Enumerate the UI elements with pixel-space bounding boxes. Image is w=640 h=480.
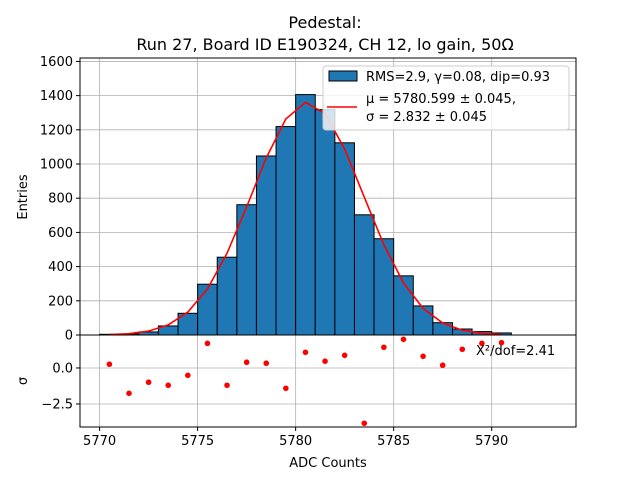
- histogram-bar: [393, 275, 414, 336]
- residual-point: [420, 353, 426, 360]
- x-tick-label: 5780: [279, 434, 312, 449]
- residual-point: [204, 340, 211, 347]
- legend-box: [322, 65, 570, 131]
- x-tick-label: 5770: [83, 434, 116, 449]
- residual-point: [381, 344, 387, 351]
- residual-point: [341, 352, 348, 359]
- chart-title-line2: Run 27, Board ID E190324, CH 12, lo gain…: [136, 35, 513, 54]
- legend-hist-swatch: [328, 70, 358, 82]
- residual-point: [185, 372, 191, 379]
- residual-points: [106, 336, 505, 427]
- y-tick-label: 200: [48, 294, 73, 309]
- histogram-bar: [373, 238, 395, 336]
- histogram-bar: [314, 109, 336, 336]
- chi2-annotation: Χ²/dof=2.41: [476, 344, 555, 359]
- residual-point: [243, 359, 250, 366]
- residual-point: [479, 340, 485, 347]
- residual-y-ticks: 0.0 −2.5: [41, 361, 80, 412]
- y-tick-label: −2.5: [41, 397, 73, 412]
- x-tick-label: 5785: [377, 434, 410, 449]
- histogram-bar: [353, 214, 375, 336]
- histogram-bars: [99, 94, 512, 336]
- residual-point: [400, 336, 407, 343]
- y-tick-label: 1200: [40, 123, 73, 138]
- residual-point: [224, 382, 230, 389]
- residual-point: [361, 420, 368, 427]
- x-axis-label: ADC Counts: [289, 456, 367, 471]
- x-ticks: 5770 5775 5780 5785 5790: [83, 427, 508, 449]
- residual-point: [126, 390, 132, 397]
- histogram-bar: [432, 322, 453, 336]
- histogram-bar: [295, 94, 316, 336]
- residual-point: [263, 360, 270, 367]
- top-y-ticks: 0 200 400 600 800 1000 1200 1400 1600: [40, 55, 80, 344]
- residual-point: [459, 346, 466, 353]
- residual-point: [283, 385, 289, 392]
- residual-axes-frame: [79, 334, 577, 428]
- legend-fit-label-mu: μ = 5780.599 ± 0.045,: [366, 92, 516, 107]
- residual-point: [165, 382, 172, 389]
- histogram-bar: [197, 283, 218, 336]
- legend-fit-label-sigma: σ = 2.832 ± 0.045: [366, 110, 487, 125]
- y-tick-label: 1000: [40, 158, 73, 173]
- histogram-bar: [275, 126, 297, 336]
- residual-point: [498, 339, 505, 346]
- y-tick-label: 0: [65, 329, 73, 344]
- residual-grid: [80, 335, 576, 427]
- residual-point: [302, 349, 309, 356]
- residual-point: [439, 362, 446, 369]
- legend-hist-label: RMS=2.9, γ=0.08, dip=0.93: [366, 70, 550, 85]
- x-tick-label: 5790: [475, 434, 508, 449]
- y-tick-label: 600: [48, 226, 73, 241]
- residual-point: [322, 358, 328, 365]
- histogram-bar: [412, 305, 434, 336]
- y-tick-label: 0.0: [52, 361, 73, 376]
- histogram-bar: [216, 256, 238, 336]
- y-axis-label-entries: Entries: [16, 174, 31, 220]
- histogram-bar: [255, 155, 277, 336]
- histogram-bar: [334, 142, 355, 336]
- x-tick-label: 5775: [181, 434, 214, 449]
- y-tick-label: 800: [48, 192, 73, 207]
- y-tick-label: 400: [48, 260, 73, 275]
- legend: RMS=2.9, γ=0.08, dip=0.93 μ = 5780.599 ±…: [322, 65, 570, 131]
- y-tick-label: 1600: [40, 55, 73, 70]
- y-tick-label: 1400: [40, 89, 73, 104]
- gaussian-fit-line: [109, 101, 502, 336]
- y-axis-label-sigma: σ: [16, 377, 31, 385]
- residual-point: [145, 379, 152, 386]
- chart-title-line1: Pedestal:: [288, 13, 361, 32]
- residual-point: [106, 361, 113, 368]
